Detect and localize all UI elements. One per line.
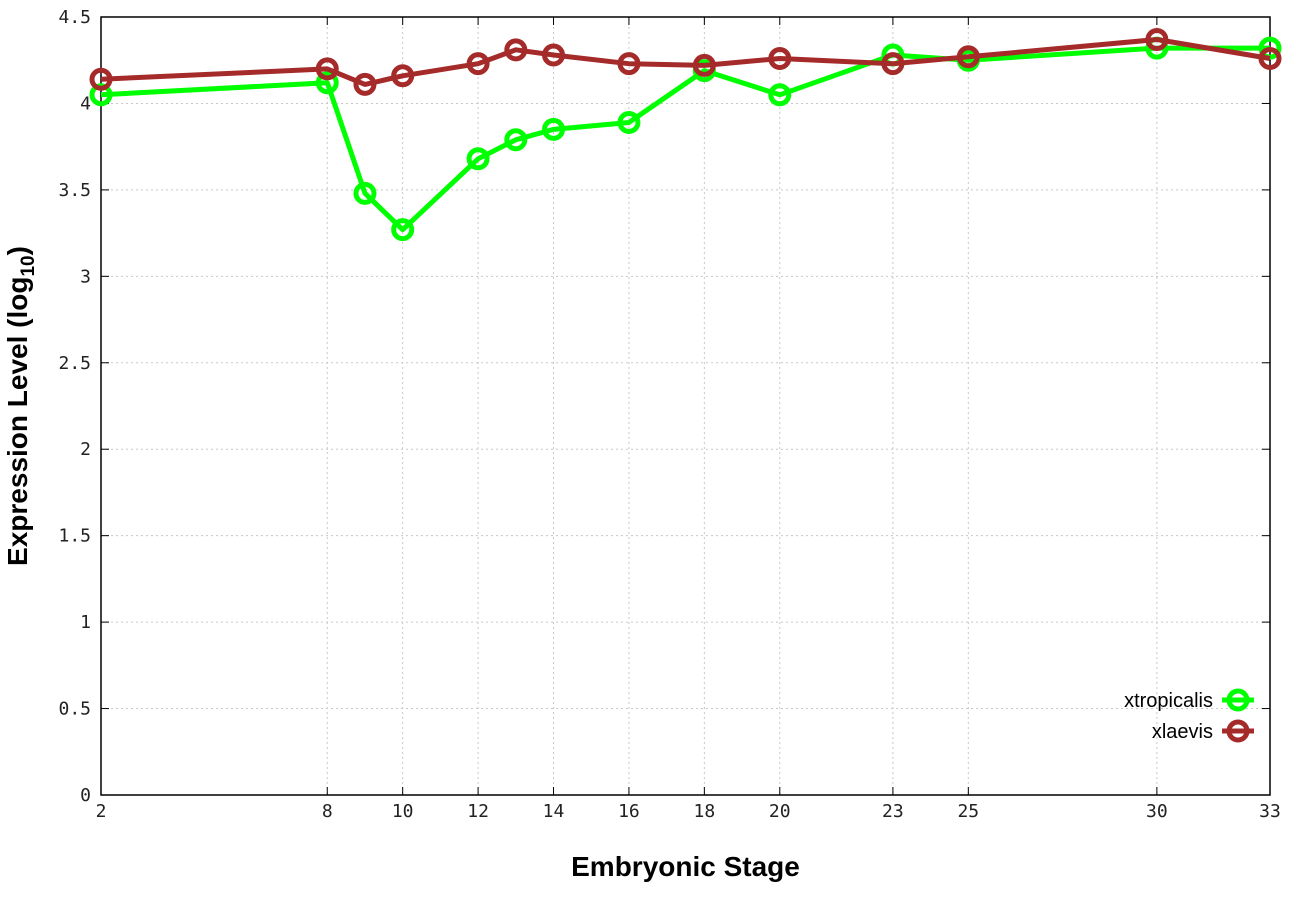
legend-entry-xlaevis: xlaevis	[1152, 719, 1254, 743]
series-xlaevis	[89, 27, 1282, 96]
legend-label: xlaevis	[1152, 721, 1213, 743]
data-point-xtropicalis	[391, 218, 415, 242]
y-tick-label: 1	[80, 612, 91, 633]
legend-entry-xtropicalis: xtropicalis	[1124, 688, 1254, 712]
series-line-xtropicalis	[100, 45, 1270, 233]
x-tick-label: 14	[543, 801, 565, 822]
data-point-xlaevis	[881, 52, 905, 76]
axis-ticks: 0 0.5 1 1.5 2 2.5 3 3.5 4 4.5 2 8 10 12 14 16 18 20 23 25 30…	[58, 7, 1280, 822]
x-tick-label: 10	[392, 801, 414, 822]
y-axis-title-main: Expression Level (log	[2, 277, 33, 566]
y-axis-title: Expression Level (log10)	[2, 246, 39, 566]
x-tick-label: 33	[1259, 801, 1281, 822]
y-tick-label: 2.5	[58, 353, 91, 374]
x-tick-label: 8	[322, 801, 333, 822]
data-point-xlaevis	[353, 72, 377, 96]
x-tick-label: 12	[467, 801, 489, 822]
x-tick-label: 16	[618, 801, 640, 822]
data-point-xtropicalis	[542, 117, 566, 141]
y-tick-label: 1.5	[58, 526, 91, 547]
y-tick-label: 4	[80, 93, 91, 114]
data-point-xlaevis	[89, 67, 113, 91]
data-point-xlaevis	[504, 38, 528, 62]
y-tick-label: 2	[80, 439, 91, 460]
data-point-xtropicalis	[466, 147, 490, 171]
y-tick-label: 0	[80, 785, 91, 806]
y-axis-title-close: )	[2, 246, 33, 255]
data-point-xlaevis	[391, 64, 415, 88]
x-axis-title: Embryonic Stage	[571, 851, 800, 882]
x-tick-label: 23	[882, 801, 904, 822]
y-tick-label: 4.5	[58, 7, 91, 28]
data-point-xtropicalis	[617, 110, 641, 134]
x-tick-label: 2	[96, 801, 107, 822]
legend-label: xtropicalis	[1124, 690, 1213, 712]
data-point-xlaevis	[692, 53, 716, 77]
legend-marker	[1226, 688, 1250, 712]
data-point-xlaevis	[315, 57, 339, 81]
y-tick-label: 0.5	[58, 699, 91, 720]
x-tick-label: 20	[769, 801, 791, 822]
y-axis-title-subscript: 10	[18, 255, 39, 276]
data-point-xlaevis	[1258, 46, 1282, 70]
data-point-xlaevis	[768, 46, 792, 70]
x-tick-label: 30	[1146, 801, 1168, 822]
data-point-xtropicalis	[353, 181, 377, 205]
y-tick-label: 3	[80, 266, 91, 287]
grid-lines	[101, 17, 1270, 795]
x-tick-label: 18	[694, 801, 716, 822]
y-tick-label: 3.5	[58, 180, 91, 201]
data-point-xlaevis	[617, 52, 641, 76]
data-point-xlaevis	[956, 45, 980, 69]
data-point-xtropicalis	[315, 71, 339, 95]
data-point-xtropicalis	[504, 128, 528, 152]
x-tick-label: 25	[957, 801, 979, 822]
series-layer	[89, 27, 1282, 242]
data-point-xtropicalis	[768, 83, 792, 107]
legend-marker	[1226, 719, 1250, 743]
data-point-xlaevis	[466, 52, 490, 76]
data-point-xlaevis	[542, 43, 566, 67]
series-line-xlaevis	[100, 37, 1271, 87]
data-point-xlaevis	[1145, 27, 1169, 51]
legend: xtropicalis xlaevis	[1124, 688, 1254, 743]
plot-frame	[100, 16, 1271, 796]
